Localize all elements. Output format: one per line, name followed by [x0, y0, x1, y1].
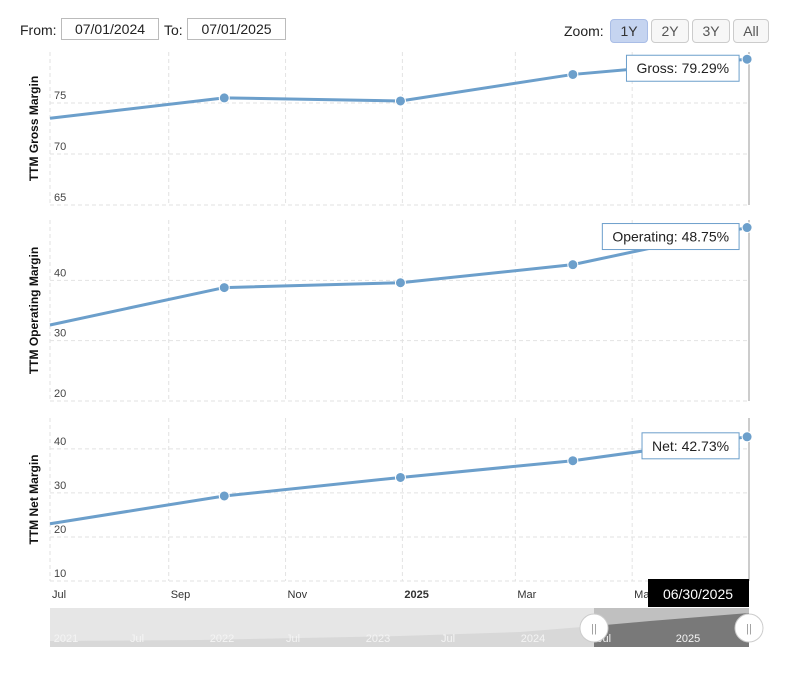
data-point[interactable]	[741, 431, 753, 443]
navigator-handle-grip: ||	[591, 623, 597, 635]
data-point[interactable]	[394, 471, 406, 483]
navigator-label: Jul	[286, 633, 300, 645]
y-tick-label: 10	[54, 568, 66, 580]
navigator-area-history	[50, 626, 594, 647]
navigator-label: 2025	[676, 633, 700, 645]
y-tick-label: 40	[54, 267, 66, 279]
to-label: To:	[164, 22, 183, 38]
selected-date-flag	[648, 579, 749, 607]
navigator-window[interactable]	[594, 608, 749, 647]
zoom-3y-button[interactable]: 3Y	[692, 19, 730, 43]
navigator-label: 2024	[521, 633, 545, 645]
navigator-label: Jul	[130, 633, 144, 645]
y-tick-label: 30	[54, 480, 66, 492]
from-label: From:	[20, 22, 57, 38]
x-tick-label: Jul	[52, 589, 66, 601]
y-tick-label: 65	[54, 192, 66, 204]
navigator-label: 2023	[366, 633, 390, 645]
y-tick-label: 20	[54, 524, 66, 536]
y-tick-label: 70	[54, 141, 66, 153]
range-toolbar: From: 07/01/2024 To: 07/01/2025 Zoom: 1Y…	[0, 0, 795, 50]
data-point[interactable]	[741, 53, 753, 65]
x-tick-label: Mar	[517, 589, 536, 601]
from-date-input[interactable]: 07/01/2024	[61, 18, 159, 40]
navigator-label: Jul	[441, 633, 455, 645]
tooltip-text: Operating: 48.75%	[612, 229, 729, 245]
navigator-handle[interactable]	[734, 613, 764, 643]
data-point[interactable]	[218, 282, 230, 294]
x-tick-label: 2025	[404, 589, 428, 601]
navigator-handle-grip: ||	[746, 623, 752, 635]
y-axis-title: TTM Operating Margin	[27, 247, 41, 374]
x-tick-label: Ma	[634, 589, 650, 601]
y-tick-label: 20	[54, 388, 66, 400]
x-tick-label: Sep	[171, 589, 191, 601]
to-date-input[interactable]: 07/01/2025	[187, 18, 286, 40]
data-point[interactable]	[567, 68, 579, 80]
y-tick-label: 75	[54, 90, 66, 102]
data-point[interactable]	[567, 259, 579, 271]
zoom-all-button[interactable]: All	[733, 19, 769, 43]
tooltip-box	[601, 223, 740, 251]
y-tick-label: 40	[54, 436, 66, 448]
navigator-label: 2022	[210, 633, 234, 645]
x-tick-label: Nov	[288, 589, 308, 601]
navigator-area-selected	[594, 613, 749, 647]
navigator-label: 2021	[54, 633, 78, 645]
data-point[interactable]	[394, 95, 406, 107]
data-point[interactable]	[394, 277, 406, 289]
data-point[interactable]	[741, 222, 753, 234]
tooltip-box	[625, 54, 740, 82]
y-axis-title: TTM Net Margin	[27, 455, 41, 545]
zoom-label: Zoom:	[564, 23, 604, 39]
data-point[interactable]	[567, 455, 579, 467]
tooltip-text: Net: 42.73%	[652, 438, 729, 454]
y-tick-label: 30	[54, 328, 66, 340]
y-axis-title: TTM Gross Margin	[27, 76, 41, 181]
zoom-1y-button[interactable]: 1Y	[610, 19, 648, 43]
zoom-2y-button[interactable]: 2Y	[651, 19, 689, 43]
navigator-handle[interactable]	[579, 613, 609, 643]
selected-date-text: 06/30/2025	[663, 586, 733, 602]
data-point[interactable]	[218, 490, 230, 502]
tooltip-text: Gross: 79.29%	[636, 60, 729, 76]
tooltip-box	[641, 432, 740, 460]
data-point[interactable]	[218, 92, 230, 104]
